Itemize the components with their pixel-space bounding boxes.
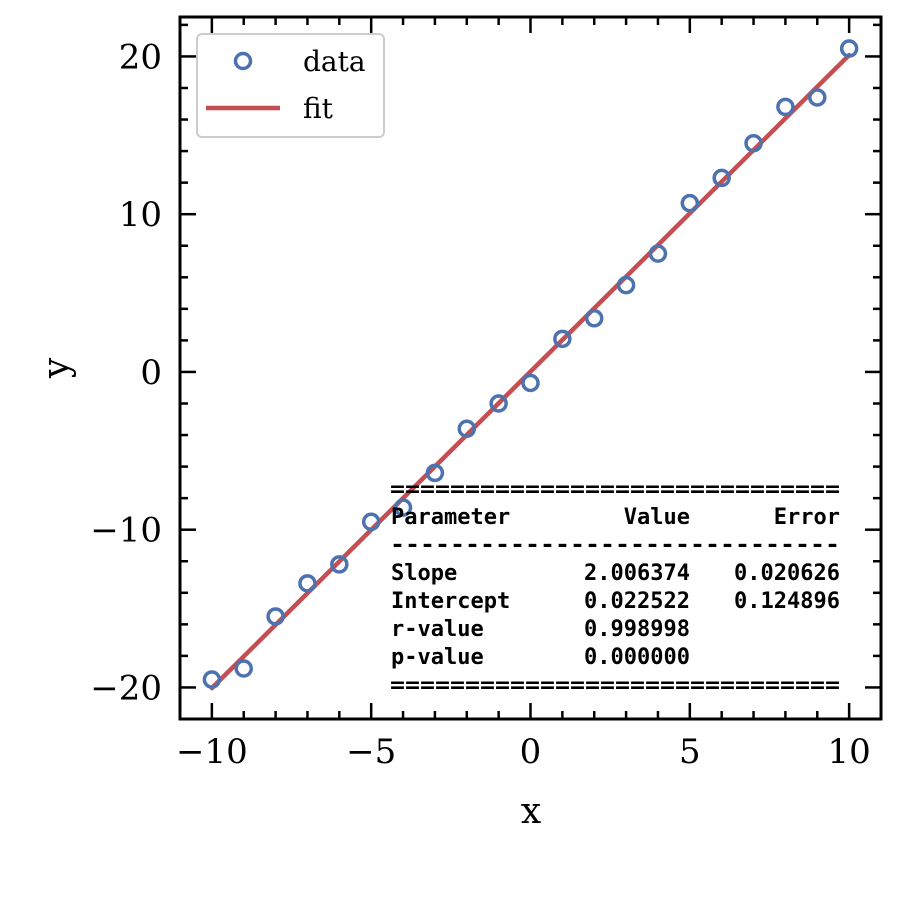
fit-series [209,52,852,691]
table-row-pvalue-param: p-value [391,645,484,670]
stats-table: ============================== Parameter… [390,477,840,698]
table-row-intercept-error: 0.124896 [734,589,840,614]
table-header-value: Value [624,505,690,530]
table-row-slope-error: 0.020626 [734,561,840,586]
plot-frame [178,15,883,721]
legend-data-label: data [303,45,366,78]
data-point [393,498,413,517]
data-point [680,193,700,213]
x-tick-label: 5 [679,732,701,772]
x-tick-label: 10 [828,732,871,772]
x-tick-label: 0 [520,732,542,772]
data-point [616,275,636,295]
table-border-bottom: ============================== [390,673,840,698]
data-point [744,133,763,153]
table-row-slope-param: Slope [391,561,457,586]
data-point [425,463,445,483]
legend-fit-label: fit [303,92,334,125]
table-row-rvalue-param: r-value [391,617,484,642]
data-point [234,659,253,678]
legend: data fit [196,33,385,138]
y-tick-labels: −20 −10 0 10 20 [90,37,162,708]
table-row-pvalue-value: 0.000000 [584,645,690,670]
y-tick-label: −10 [90,511,162,551]
table-header-error: Error [774,505,840,530]
data-point [839,39,859,58]
y-axis-label: y [36,357,77,379]
y-tick-label: 10 [119,195,162,235]
data-point [298,574,317,593]
data-point [489,394,508,413]
legend-data-marker [233,51,253,71]
y-tick-label: −20 [90,668,162,708]
y-tick-label: 20 [119,37,162,77]
table-row-rvalue-value: 0.998998 [584,617,690,642]
x-axis-label: x [521,791,541,832]
table-border-top: ============================== [390,477,840,502]
data-point [584,309,604,328]
x-tick-labels: −10 −5 0 5 10 [176,732,871,772]
y-tick-label: 0 [140,353,162,393]
table-row-intercept-value: 0.022522 [584,589,690,614]
data-point [712,168,731,188]
table-row-slope-value: 2.006374 [584,561,690,586]
fit-line [209,52,852,691]
table-separator: ------------------------------ [390,533,840,558]
x-tick-label: −10 [176,732,248,772]
data-series [202,39,859,689]
data-point [648,244,668,263]
table-row-intercept-param: Intercept [391,589,510,614]
data-point [266,607,285,626]
data-point [330,555,349,574]
data-point [457,419,477,438]
data-point [521,373,540,393]
data-point [553,329,572,349]
data-point [202,670,222,689]
data-point [776,97,795,117]
data-point [361,512,381,532]
data-point [808,88,827,107]
x-tick-label: −5 [346,732,396,772]
table-header-parameter: Parameter [391,505,510,530]
